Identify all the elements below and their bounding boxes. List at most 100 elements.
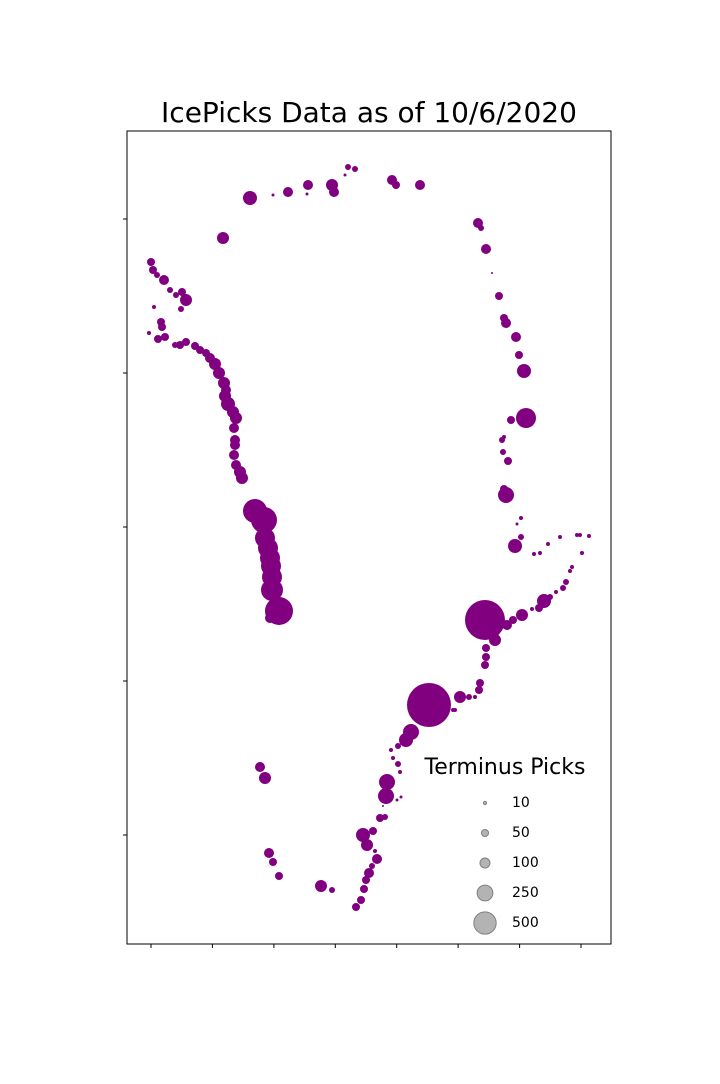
data-point [511,332,521,342]
data-point [265,613,275,623]
data-point [236,472,248,484]
legend-marker [473,911,497,935]
data-point [580,551,584,555]
data-point [502,435,506,439]
data-point [161,333,169,341]
legend-title: Terminus Picks [424,755,586,780]
data-point [504,457,512,465]
data-point [230,412,242,424]
data-point [563,579,569,585]
data-point [453,708,457,712]
data-point [364,868,374,878]
data-point [473,695,477,699]
data-point [379,774,395,790]
data-point [560,585,566,591]
data-point [315,880,327,892]
data-point [389,748,393,752]
data-point [147,331,151,335]
data-point [229,450,239,460]
data-point [345,164,351,170]
data-point [275,872,283,880]
data-point [154,335,162,343]
data-point [251,507,277,533]
data-point [507,416,515,424]
data-point [264,848,274,858]
data-point [546,542,550,546]
data-point [213,367,225,379]
data-point [515,351,523,359]
data-point [391,756,395,760]
legend-label: 50 [512,825,530,841]
data-point [209,358,221,370]
data-point [378,788,394,804]
data-point [509,616,517,624]
data-point [360,885,368,893]
legend-marker [476,884,494,902]
data-point [516,408,536,428]
data-point [382,814,388,820]
data-point [395,798,399,802]
data-point [372,854,382,864]
data-point [305,192,309,196]
data-point [476,679,484,687]
data-point [230,440,240,450]
data-point [495,292,503,300]
data-point [498,487,514,503]
data-point [173,292,179,298]
data-point [516,609,528,621]
data-point [519,516,523,520]
data-point [575,533,579,537]
data-point [361,839,373,851]
data-point [255,762,265,772]
data-point [362,876,370,884]
data-point [482,653,490,661]
data-point [178,288,186,296]
data-point [481,244,491,254]
data-point [407,683,451,727]
legend-marker [482,800,488,806]
legend-label: 250 [512,885,539,901]
data-point [229,423,239,433]
data-point [154,272,160,278]
legend-marker [480,828,490,838]
data-point [369,827,377,835]
data-point [454,691,466,703]
data-point [271,193,275,197]
data-point [517,364,531,378]
data-point [570,565,574,569]
legend-label: 500 [512,915,539,931]
chart-title: IcePicks Data as of 10/6/2020 [161,96,577,129]
legend-label: 100 [512,855,539,871]
data-point [465,600,505,640]
data-point [376,814,384,822]
data-point [369,863,375,869]
data-point [547,594,553,600]
data-point [395,743,401,749]
data-point [578,533,582,537]
legend-marker [479,857,491,869]
data-point [558,535,562,539]
data-point [180,294,192,306]
legend-label: 10 [512,795,530,811]
data-point [147,258,155,266]
data-point [382,805,384,807]
data-point [217,232,229,244]
data-point [481,661,489,669]
data-point [568,569,572,573]
data-point [466,694,472,700]
data-point [243,191,257,205]
data-point [392,181,400,189]
data-point [178,306,184,312]
data-point [261,579,283,601]
data-point [482,644,490,652]
data-point [373,849,377,853]
data-point [357,896,365,904]
data-point [176,341,184,349]
data-point [343,173,347,177]
data-point [475,686,483,694]
data-point [491,272,493,274]
data-point [167,287,173,293]
data-point [158,323,166,331]
data-point [196,346,204,354]
